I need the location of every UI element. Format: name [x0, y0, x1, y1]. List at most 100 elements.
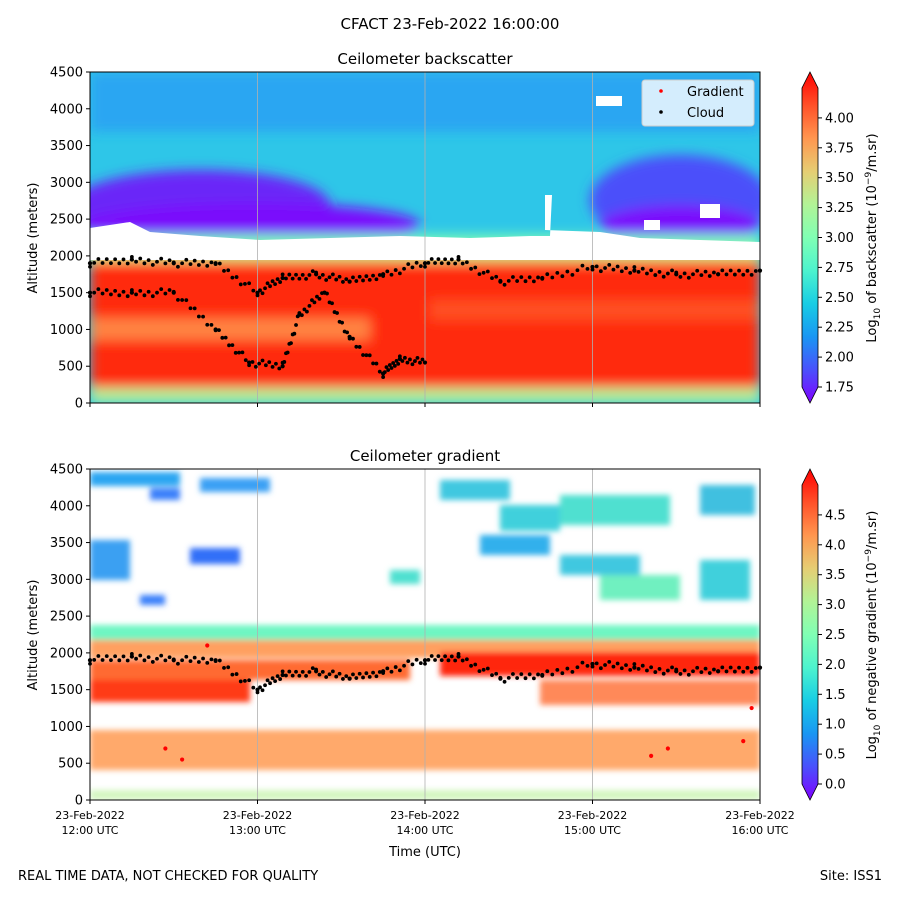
gradient-patch: [140, 595, 165, 605]
backscatter-orange-streak: [90, 318, 370, 340]
cloud-dot: [386, 368, 391, 372]
cloud-dot: [171, 658, 176, 663]
cloud-dot: [570, 272, 575, 277]
y-tick-label: 0: [75, 794, 83, 809]
cloud-dot: [230, 672, 235, 677]
cloud-dot: [408, 357, 412, 362]
cloud-dot: [732, 669, 737, 674]
cloud-dot: [580, 660, 585, 665]
cloud-dot: [402, 663, 406, 668]
cloud-dot: [337, 671, 342, 676]
legend-box: [641, 79, 755, 127]
cloud-dot: [665, 271, 670, 276]
gradient-dots: [87, 643, 763, 762]
colorbar-tick-label: 3.25: [825, 201, 854, 216]
cloud-dot: [413, 359, 417, 363]
cloud-dot: [150, 660, 155, 664]
cloud-dot: [297, 673, 302, 678]
y-tick-label: 3500: [50, 536, 83, 551]
gradient-dot: [205, 643, 210, 648]
cloud-dot: [686, 275, 691, 280]
cloud-dot: [374, 674, 379, 679]
cloud-dot: [453, 658, 458, 663]
cloud-dot: [196, 263, 201, 267]
cloud-dot: [691, 272, 695, 277]
cloud-dot: [485, 666, 490, 671]
colorbar-tick-label: 4.00: [825, 111, 854, 126]
cloud-dot: [426, 657, 431, 662]
x-tick-time: 16:00 UTC: [731, 824, 788, 837]
cloud-dot: [515, 279, 520, 283]
cloud-dot: [129, 654, 134, 659]
cloud-dot: [251, 288, 256, 293]
cloud-dot: [699, 273, 704, 278]
cloud-dot: [636, 269, 641, 274]
colorbar-tick-label: 3.75: [825, 141, 854, 156]
cloud-dot: [209, 322, 214, 327]
cloud-dot: [674, 669, 679, 674]
cloud-dot: [473, 662, 478, 667]
cloud-dot: [234, 672, 239, 676]
cloud-dot: [226, 268, 231, 273]
legend-gradient-label: Gradient: [687, 85, 744, 100]
cloud-dot: [104, 257, 109, 262]
colorbar-tick-label: 0.5: [825, 748, 846, 763]
cloud-dot: [96, 654, 101, 658]
cloud-dot: [268, 681, 272, 686]
cloud-dot: [337, 274, 342, 279]
y-tick-label: 1000: [50, 323, 83, 338]
y-tick-label: 3000: [50, 176, 83, 191]
cloud-dot: [142, 658, 147, 663]
cloud-dot: [222, 268, 226, 273]
cloud-dot: [490, 276, 494, 281]
cloud-dot: [330, 272, 335, 277]
colorbar-tick-label: 3.0: [825, 598, 846, 613]
cloud-dot: [113, 257, 118, 262]
cloud-dot: [104, 654, 109, 659]
cloud-dot: [307, 670, 312, 674]
cloud-dot: [290, 673, 295, 678]
cloud-dot: [607, 262, 612, 267]
cloud-dot: [632, 268, 637, 273]
cloud-dot: [720, 665, 725, 670]
x-tick-date: 23-Feb-2022: [55, 809, 124, 822]
cloud-dot: [410, 362, 415, 367]
cloud-dot: [96, 257, 101, 261]
gradient-patch: [200, 478, 270, 492]
cloud-dot: [255, 687, 260, 692]
cloud-dot: [263, 286, 267, 291]
gradient-colorbar: 0.0 0.5 1.0 1.5 2.0 2.5 3.0 3.5 4.0 4.5 Log10 of …: [801, 468, 883, 801]
cloud-dot: [163, 658, 168, 663]
cloud-dot: [611, 267, 616, 272]
cloud-dot: [385, 269, 390, 274]
cloud-dot: [345, 330, 350, 335]
legend-cloud-label: Cloud: [687, 106, 724, 121]
cloud-dot: [109, 261, 113, 266]
cloud-dot: [304, 674, 308, 678]
cloud-dot: [628, 270, 633, 275]
cloud-dot: [377, 369, 382, 374]
y-tick-label: 2000: [50, 646, 83, 661]
cloud-dot: [354, 676, 359, 680]
cloud-dot: [724, 272, 729, 277]
cloud-dot: [615, 661, 620, 666]
cloud-dot: [477, 669, 482, 674]
gradient-title: Ceilometer gradient: [350, 447, 500, 465]
cloud-dot: [640, 663, 645, 668]
cloud-dot: [217, 658, 222, 663]
cloud-dot: [364, 671, 369, 676]
x-tick-date: 23-Feb-2022: [558, 809, 627, 822]
cloud-dot: [134, 292, 138, 297]
cloud-dot: [334, 277, 339, 282]
cloud-dot: [364, 274, 369, 279]
cloud-dot: [436, 654, 441, 659]
cloud-dot: [324, 675, 329, 679]
cloud-dot: [92, 657, 97, 662]
cloud-dot: [628, 667, 633, 672]
cloud-dot: [275, 277, 280, 282]
y-tick-label: 1500: [50, 286, 83, 301]
cloud-dot: [255, 290, 260, 295]
cloud-dot: [555, 270, 560, 275]
cloud-dot: [449, 257, 454, 262]
cloud-dot: [414, 260, 419, 265]
